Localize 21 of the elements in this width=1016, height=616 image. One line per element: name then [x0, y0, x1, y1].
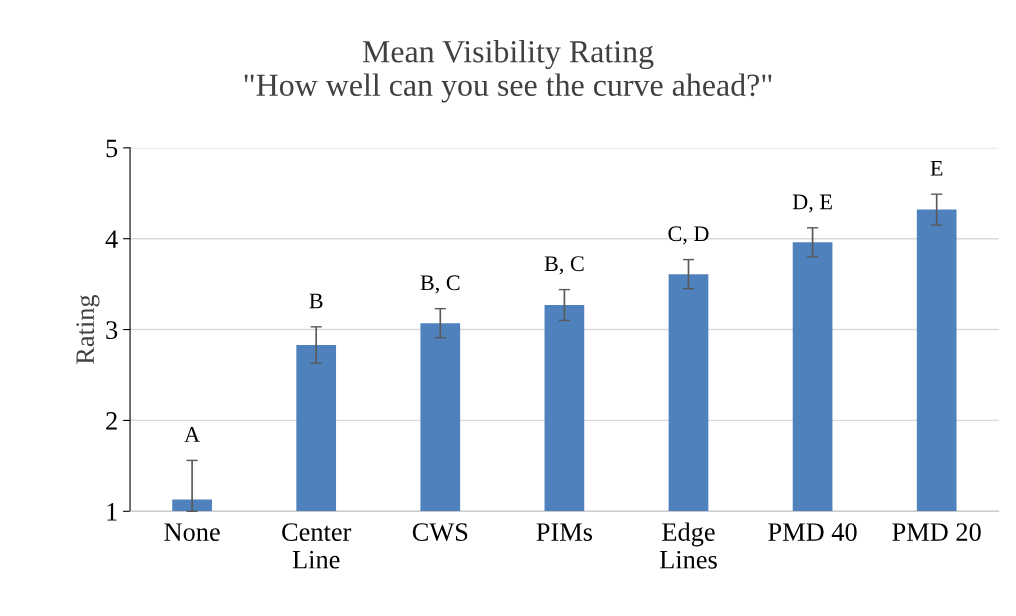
x-tick-label: PMD 20 — [892, 523, 981, 541]
x-tick-label: None — [164, 523, 220, 541]
data-label: B, C — [420, 275, 460, 294]
x-tick-label: PMD 40 — [768, 523, 857, 541]
y-axis-title: Rating — [76, 294, 100, 364]
data-label: E — [930, 161, 943, 176]
data-label: D, E — [792, 194, 832, 213]
y-tick-label: 2 — [106, 412, 117, 430]
data-label: A — [184, 427, 200, 442]
y-tick-label: 3 — [106, 321, 118, 339]
data-label: B — [309, 293, 323, 309]
x-tick-label: PIMs — [536, 523, 593, 541]
data-label: C, D — [668, 226, 709, 245]
x-tick-label: CWS — [412, 523, 468, 542]
y-tick-label: 4 — [105, 230, 118, 248]
x-tick-label: Edge Lines — [659, 522, 717, 569]
x-tick-label: Center Line — [282, 523, 352, 569]
chart-title: Mean Visibility Rating "How well can you see the curve ahead?" — [244, 40, 772, 103]
data-label: B, C — [544, 256, 584, 275]
y-tick-label: 5 — [106, 139, 118, 158]
y-tick-label: 1 — [107, 503, 117, 521]
